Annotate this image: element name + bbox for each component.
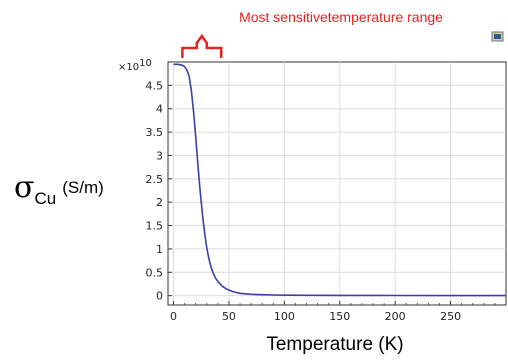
y-tick-label: 1.5 [146,220,164,233]
y-tick-label: 3.5 [146,126,164,139]
x-tick-label: 100 [274,310,295,323]
y-tick-label: 2.5 [146,173,164,186]
plot-area [167,61,507,306]
ticks: 0 50 100 150 200 250 0 0.5 1 1.5 2 2.5 3 3.5 4 4.5 [146,79,496,323]
y-tick-label: 1 [156,243,163,256]
grid [168,62,506,305]
annotation-label: Most sensitivetemperature range [239,9,443,25]
x-tick-label: 0 [170,310,177,323]
y-tick-label: 4 [156,103,163,116]
x-tick-label: 200 [385,310,406,323]
y-tick-label: 2 [156,196,163,209]
sensitive-range-bracket [181,33,223,58]
y-axis-label: σCu(S/m) [14,170,104,208]
x-axis-label: Temperature (K) [266,334,403,355]
x-tick-label: 50 [222,310,236,323]
x-tick-label: 250 [440,310,461,323]
x-tick-label: 150 [329,310,350,323]
image-icon [491,31,504,42]
y-tick-label: 4.5 [146,79,164,92]
y-exponent: ×1010 [118,58,152,73]
y-tick-label: 0 [156,290,163,303]
series-line-conductivity [173,63,506,297]
y-tick-label: 3 [156,149,163,162]
y-tick-label: 0.5 [146,266,164,279]
